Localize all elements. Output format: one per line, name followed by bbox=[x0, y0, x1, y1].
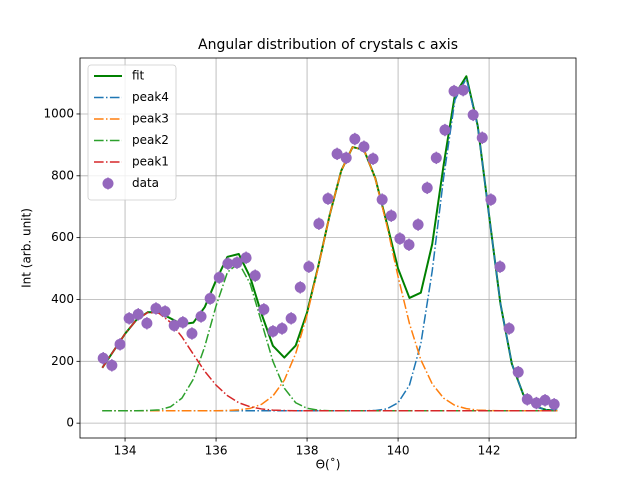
y-tick-label: 1000 bbox=[43, 106, 74, 120]
data-point bbox=[457, 84, 469, 96]
data-point bbox=[340, 152, 352, 164]
data-point bbox=[195, 310, 207, 322]
x-tick-label: 136 bbox=[205, 444, 228, 458]
data-point bbox=[258, 303, 270, 315]
data-point bbox=[439, 124, 451, 136]
data-point bbox=[168, 319, 180, 331]
data-point bbox=[204, 293, 216, 305]
data-point bbox=[394, 233, 406, 245]
axes-frame bbox=[79, 57, 577, 439]
legend-swatch bbox=[102, 178, 114, 189]
data-point bbox=[331, 148, 343, 160]
data-point bbox=[294, 281, 306, 293]
series-line bbox=[101, 311, 558, 412]
data-point bbox=[97, 352, 109, 364]
data-point bbox=[430, 152, 442, 164]
data-point bbox=[114, 338, 126, 350]
data-point bbox=[186, 327, 198, 339]
y-tick-label: 400 bbox=[51, 292, 74, 306]
data-point bbox=[222, 258, 234, 270]
x-tick-label: 134 bbox=[114, 444, 137, 458]
legend-label: peak2 bbox=[132, 133, 169, 147]
data-point bbox=[503, 323, 515, 335]
data-point bbox=[276, 323, 288, 335]
data-point bbox=[231, 257, 243, 269]
data-point bbox=[159, 306, 171, 318]
data-point bbox=[367, 153, 379, 165]
ticks: 134 136 138 140 142 0 200 400 600 800 1000 bbox=[43, 106, 500, 457]
x-axis-label: Θ(˚) bbox=[316, 457, 341, 472]
data-point bbox=[494, 261, 506, 273]
grid bbox=[80, 58, 576, 438]
data-point bbox=[467, 109, 479, 121]
data-point bbox=[322, 193, 334, 205]
data-point bbox=[267, 325, 279, 337]
series-line bbox=[102, 262, 558, 412]
y-tick-label: 600 bbox=[51, 230, 74, 244]
legend-box bbox=[87, 64, 177, 201]
data-point bbox=[421, 182, 433, 194]
data-point bbox=[530, 397, 542, 409]
data-point bbox=[548, 398, 560, 410]
data-point bbox=[132, 308, 144, 320]
data-point bbox=[349, 133, 361, 145]
x-tick-label: 138 bbox=[296, 444, 319, 458]
x-tick-label: 140 bbox=[387, 444, 410, 458]
data-point bbox=[376, 194, 388, 206]
data-point bbox=[403, 239, 415, 251]
data-point bbox=[313, 218, 325, 230]
data-point bbox=[448, 85, 460, 97]
data-point bbox=[249, 270, 261, 282]
legend: fit peak4 peak3 peak2 peak1 data bbox=[87, 64, 177, 201]
data-point bbox=[512, 366, 524, 378]
legend-label: peak1 bbox=[132, 155, 169, 169]
data-point bbox=[521, 393, 533, 405]
legend-label: peak3 bbox=[132, 112, 169, 126]
data-point bbox=[476, 132, 488, 144]
data-point bbox=[123, 312, 135, 324]
data-point bbox=[385, 210, 397, 222]
y-tick-label: 200 bbox=[51, 354, 74, 368]
x-tick-label: 142 bbox=[478, 444, 501, 458]
legend-label: data bbox=[132, 176, 159, 190]
y-tick-label: 800 bbox=[51, 168, 74, 182]
data-point bbox=[240, 252, 252, 264]
data-point bbox=[412, 219, 424, 231]
data-point bbox=[303, 261, 315, 273]
data-point bbox=[141, 317, 153, 329]
data-point bbox=[106, 359, 118, 371]
data-point bbox=[539, 394, 551, 406]
data-point bbox=[213, 272, 225, 284]
y-tick-label: 0 bbox=[66, 416, 74, 430]
chart-title: Angular distribution of crystals c axis bbox=[198, 37, 458, 53]
data-point bbox=[358, 141, 370, 153]
data-point bbox=[285, 312, 297, 324]
data-point bbox=[177, 316, 189, 328]
data-point bbox=[485, 194, 497, 206]
y-axis-label: Int (arb. unit) bbox=[20, 208, 34, 288]
legend-label: peak4 bbox=[132, 90, 169, 104]
legend-label: fit bbox=[132, 69, 145, 83]
plot bbox=[97, 75, 560, 412]
data-point bbox=[150, 302, 162, 314]
